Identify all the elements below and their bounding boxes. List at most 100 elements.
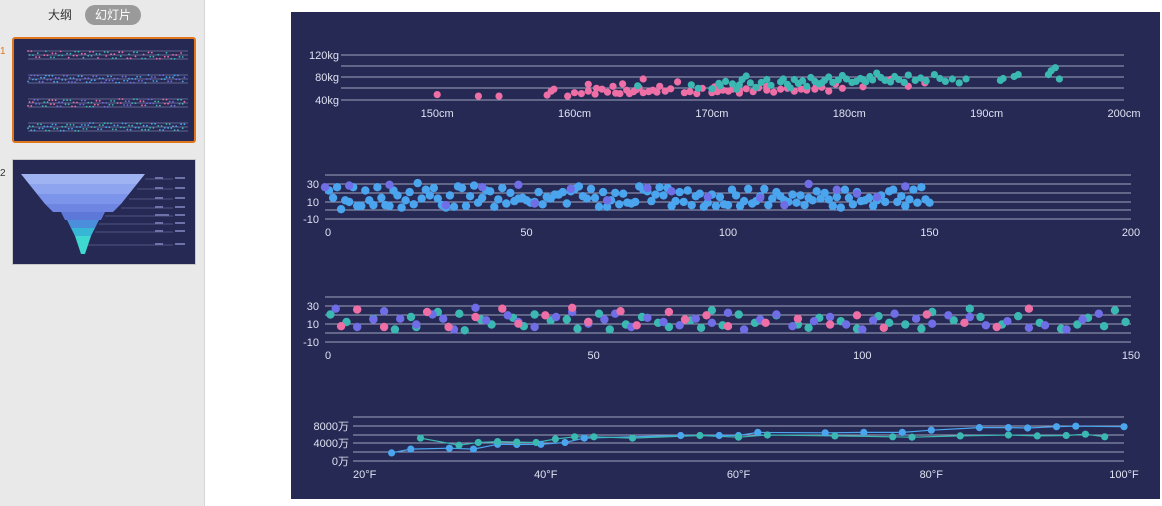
thumbnail-dot — [48, 74, 51, 77]
data-point — [336, 205, 346, 214]
data-point — [735, 81, 743, 89]
data-point — [490, 202, 499, 211]
thumbnail-dot — [97, 57, 99, 59]
slide-thumbnail-1[interactable] — [12, 37, 196, 143]
thumbnail-dot — [46, 54, 49, 57]
data-point — [619, 80, 627, 88]
chart-4: 8000万 4000万 0万 20°F 40°F 60°F 80°F 100°F — [314, 416, 1139, 481]
data-point — [639, 89, 647, 97]
data-point — [824, 195, 833, 204]
y-tick-label: 10 — [307, 319, 319, 331]
thumbnail-dot — [82, 103, 85, 106]
thumbnail-dot — [121, 75, 124, 78]
thumbnail-dot — [54, 76, 57, 79]
data-point — [800, 200, 809, 210]
thumbnail-dot — [170, 57, 173, 60]
data-point — [416, 434, 425, 442]
thumbnail-dot — [41, 127, 44, 130]
data-point — [905, 195, 914, 204]
thumbnail-dot — [103, 51, 106, 53]
data-point — [671, 196, 680, 206]
thumbnail-dot — [51, 123, 54, 126]
thumbnail-dot — [147, 74, 150, 76]
thumbnail-dot — [147, 51, 150, 54]
chart-1-x-ticks: 150cm 160cm 170cm 180cm 190cm 200cm — [421, 108, 1141, 120]
data-point — [1072, 422, 1080, 430]
thumbnail-dot — [134, 102, 137, 105]
thumbnail-dot — [131, 102, 134, 104]
thumbnail-dot — [105, 79, 108, 82]
thumbnail-dot — [165, 51, 168, 54]
data-point — [385, 180, 394, 189]
data-point — [908, 433, 916, 441]
thumbnail-dot — [159, 57, 161, 60]
thumbnail-dot — [136, 122, 138, 125]
data-point — [609, 82, 617, 90]
thumbnail-dot — [134, 126, 137, 129]
slide-1[interactable]: 120kg 80kg 40kg 150cm 160cm 170cm 180cm 190cm 2… — [291, 12, 1160, 499]
data-point — [643, 183, 652, 193]
data-point — [568, 303, 577, 312]
data-point — [812, 187, 821, 196]
data-point — [494, 195, 503, 204]
thumbnail-dot — [58, 77, 60, 79]
thumbnail-dot — [90, 79, 93, 82]
thumbnail-dot — [178, 56, 181, 58]
data-point — [455, 309, 464, 318]
data-point — [611, 188, 620, 198]
thumbnail-dot — [54, 99, 57, 102]
data-point — [763, 75, 771, 84]
thumbnail-dot — [61, 125, 64, 128]
thumbnail-dot — [126, 128, 129, 131]
thumbnail-dot — [168, 123, 171, 125]
data-point — [353, 322, 362, 332]
data-point — [570, 89, 579, 97]
data-point — [345, 181, 354, 190]
tab-slides[interactable]: 幻灯片 — [85, 5, 141, 25]
thumbnail-dot — [92, 51, 95, 53]
data-point — [825, 87, 833, 95]
thumbnail-dot — [84, 52, 86, 55]
thumbnail-dot — [36, 123, 39, 126]
thumbnail-dot — [177, 74, 179, 77]
thumbnail-dot — [157, 53, 160, 56]
thumbnail-dot — [74, 81, 77, 83]
data-point — [936, 74, 944, 83]
data-point — [898, 428, 906, 436]
slide-thumbnail-2[interactable] — [12, 159, 196, 265]
thumbnail-dot — [177, 98, 179, 101]
data-point — [909, 185, 918, 194]
data-point — [390, 325, 400, 334]
data-point — [825, 320, 835, 329]
data-point — [911, 314, 921, 323]
data-point — [615, 200, 624, 209]
tab-outline[interactable]: 大纲 — [47, 8, 72, 22]
data-point — [584, 87, 592, 95]
x-tick-label: 80°F — [920, 469, 944, 481]
thumbnail-dot — [116, 124, 119, 127]
data-point — [538, 200, 547, 209]
data-point — [445, 444, 453, 452]
thumbnail-dot — [118, 51, 121, 54]
data-point — [425, 191, 434, 200]
data-point — [486, 187, 495, 196]
thumbnail-dot — [155, 80, 158, 82]
data-point — [696, 431, 704, 440]
thumbnail-dot — [85, 128, 88, 130]
thumbnail-dot — [111, 57, 114, 59]
data-point — [566, 184, 575, 194]
thumbnail-dot — [45, 74, 47, 77]
data-point — [653, 88, 661, 96]
data-point — [1024, 424, 1032, 432]
thumbnail-dot — [150, 122, 153, 125]
thumbnail-dot — [67, 81, 70, 83]
data-point — [361, 186, 370, 195]
thumbnail-dot — [172, 125, 174, 127]
data-point — [639, 75, 647, 83]
data-point — [752, 83, 760, 91]
data-point — [667, 187, 676, 196]
thumbnail-dot — [106, 75, 109, 78]
data-point — [513, 438, 521, 446]
data-point — [859, 75, 867, 84]
thumbnail-dot — [67, 56, 70, 59]
